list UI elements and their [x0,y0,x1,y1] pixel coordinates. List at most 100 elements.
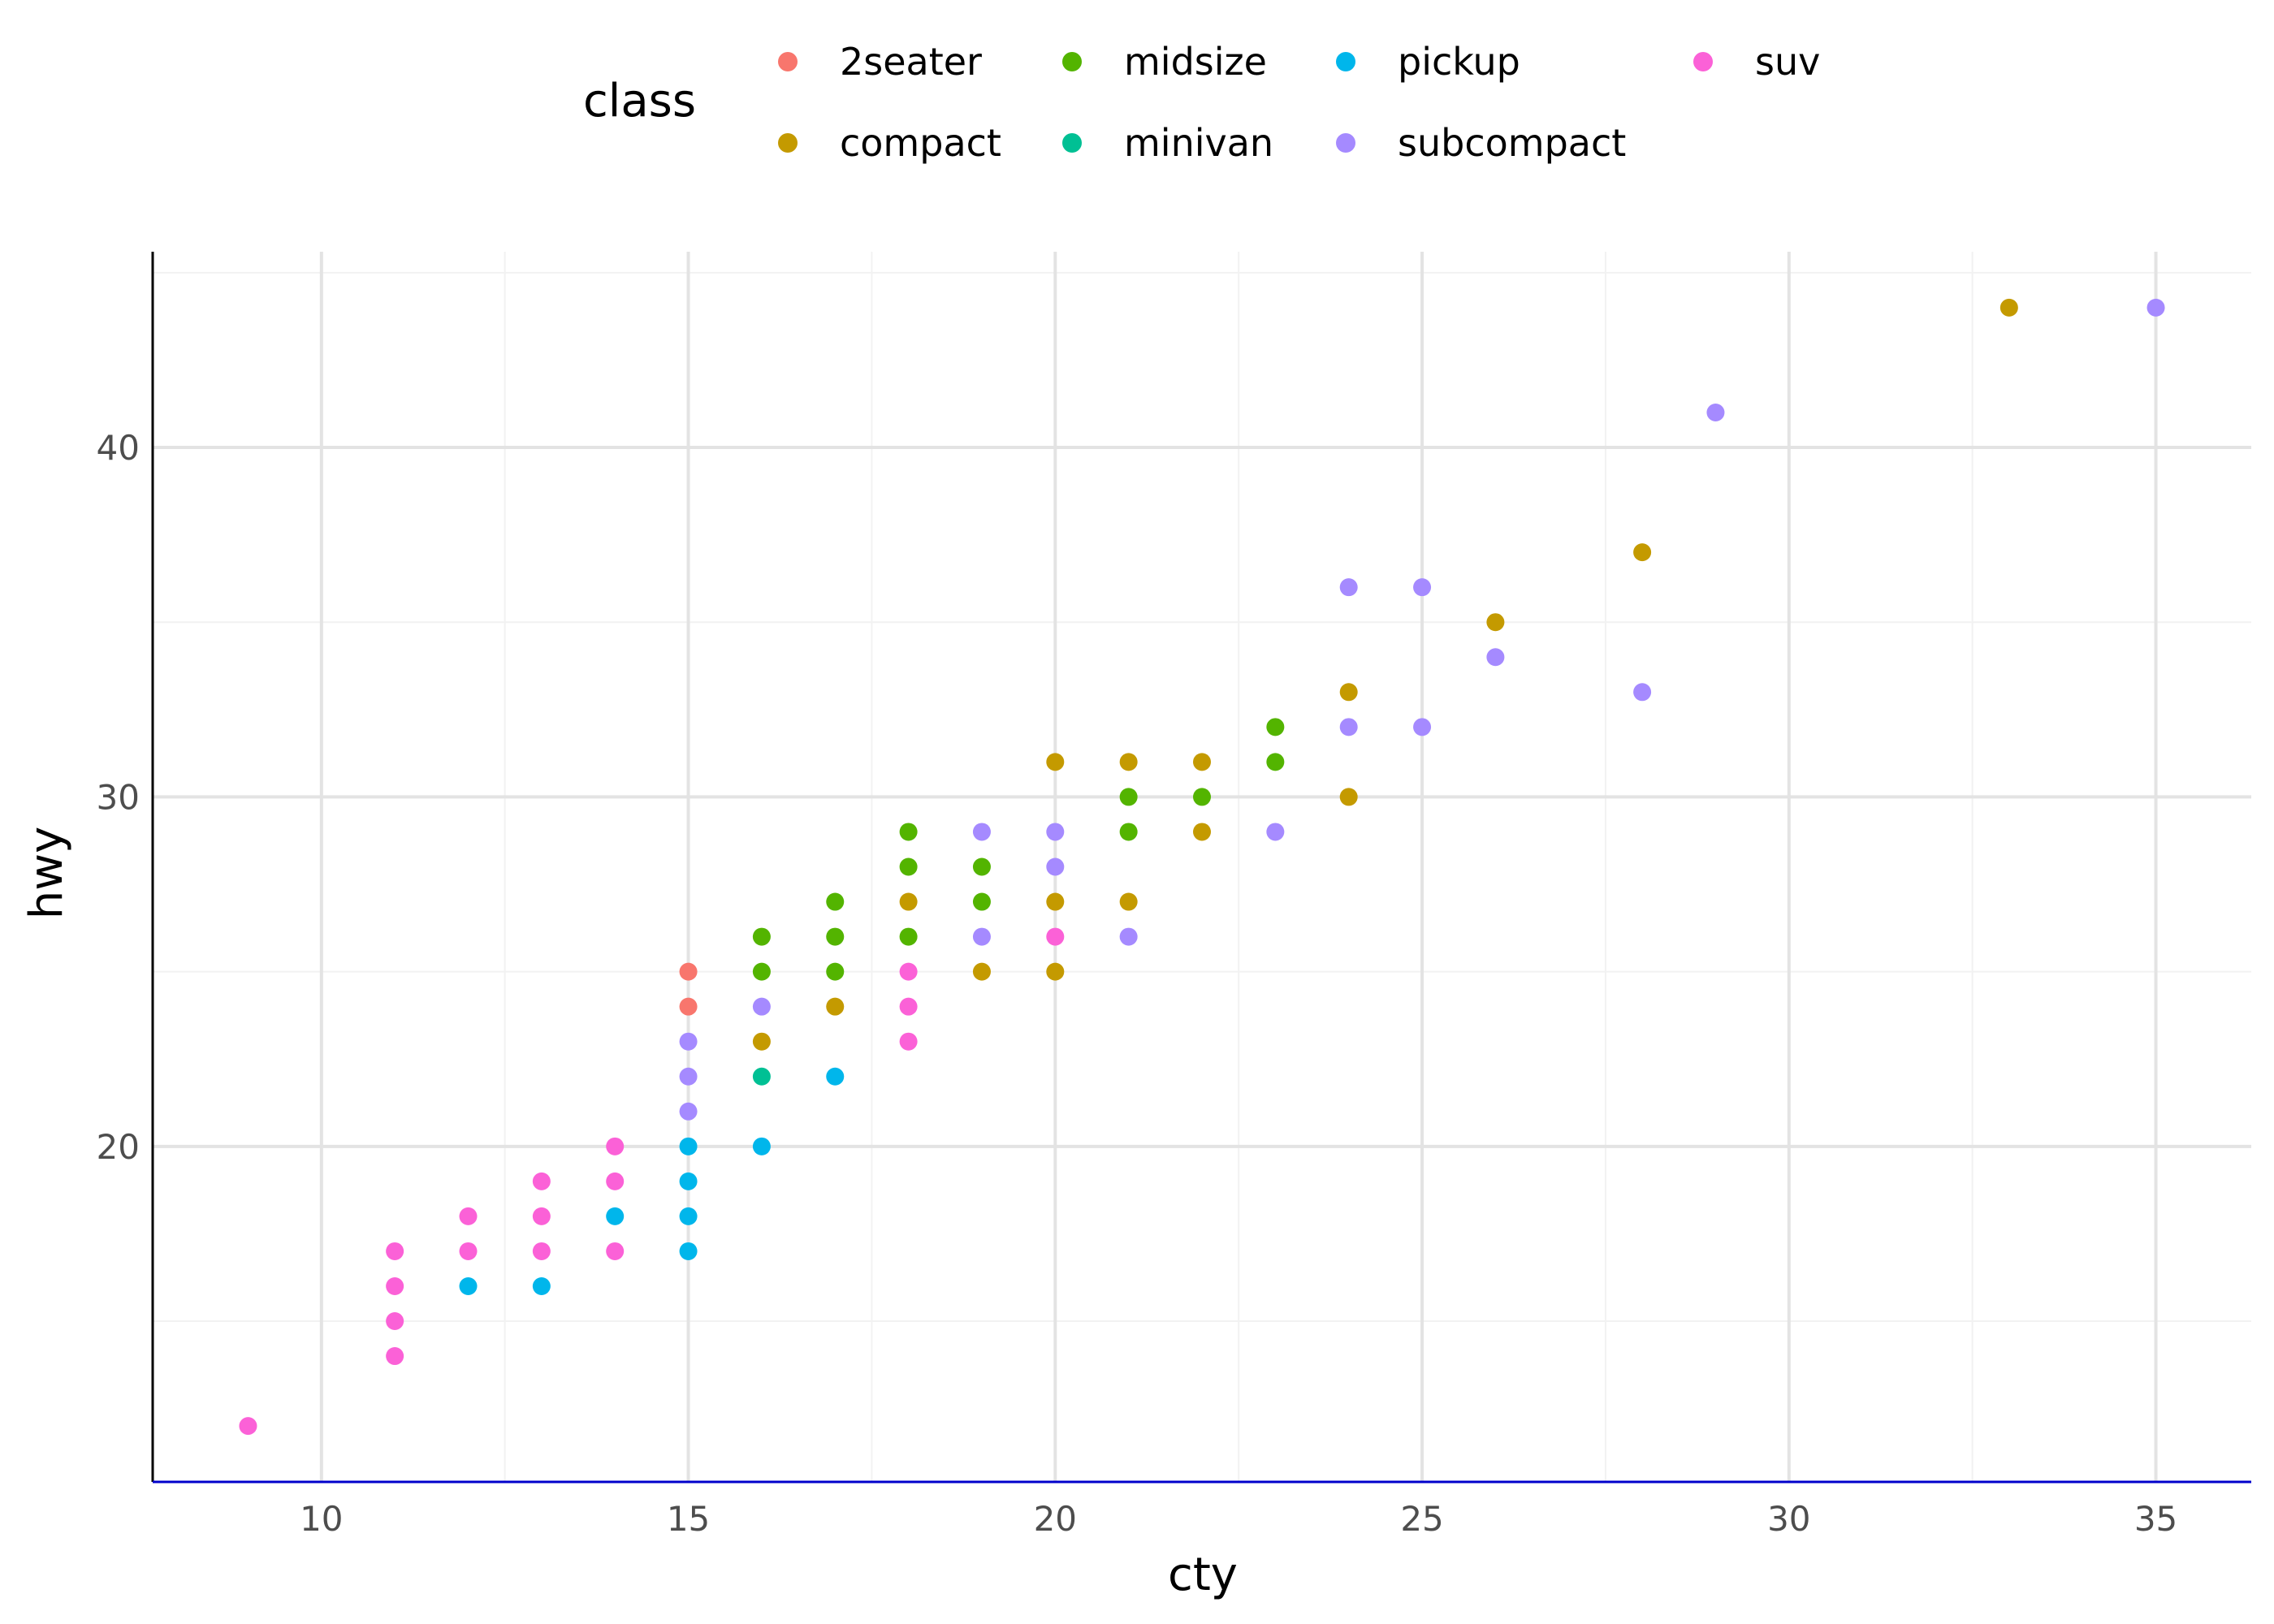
legend-key-2seater [778,52,798,71]
data-point-midsize [899,927,918,946]
data-point-midsize [972,857,991,876]
legend-key-minivan [1062,133,1082,153]
legend-key-suv [1693,52,1713,71]
data-point-midsize [972,892,991,911]
data-point-subcompact [1339,578,1358,597]
legend-item-suv: suv [1693,40,1820,84]
data-point-pickup [606,1207,625,1225]
data-point-compact [972,962,991,981]
data-point-pickup [826,1067,845,1086]
legend-key-subcompact [1336,133,1355,153]
data-point-compact [1119,892,1138,911]
y-axis-title: hwy [20,827,73,919]
data-point-suv [606,1137,625,1155]
data-point-subcompact [1046,857,1065,876]
legend-item-midsize: midsize [1062,40,1267,84]
y-tick-label: 40 [97,428,140,468]
legend-label: midsize [1124,40,1267,84]
data-point-compact [1999,298,2018,317]
data-point-midsize [826,962,845,981]
x-tick-label: 20 [1034,1499,1077,1539]
y-tick-label: 20 [97,1127,140,1167]
data-point-pickup [679,1207,698,1225]
legend-item-pickup: pickup [1336,40,1520,84]
data-point-suv [386,1312,404,1331]
data-point-suv [459,1207,478,1225]
data-point-subcompact [752,997,771,1016]
data-point-midsize [1266,753,1285,771]
y-tick-label: 30 [97,777,140,817]
data-point-compact [1046,892,1065,911]
data-point-subcompact [679,1032,698,1051]
x-tick-label: 30 [1767,1499,1810,1539]
data-point-suv [532,1242,551,1260]
data-point-suv [239,1417,257,1436]
legend-key-compact [778,133,798,153]
data-point-subcompact [1339,718,1358,736]
x-tick-label: 35 [2134,1499,2177,1539]
data-point-subcompact [972,823,991,841]
data-point-pickup [679,1172,698,1190]
data-point-midsize [899,823,918,841]
data-point-suv [1046,927,1065,946]
data-point-subcompact [1266,823,1285,841]
data-point-pickup [679,1242,698,1260]
data-point-suv [532,1207,551,1225]
x-tick-label: 10 [300,1499,343,1539]
legend: class 2seater compact midsize minivan pickup… [583,40,1820,165]
legend-title: class [583,75,696,127]
data-point-compact [1046,962,1065,981]
data-point-compact [1119,753,1138,771]
data-point-suv [899,997,918,1016]
legend-label: suv [1755,40,1820,84]
data-point-pickup [459,1276,478,1295]
data-point-compact [1633,543,1652,562]
data-point-compact [752,1032,771,1051]
legend-label: 2seater [840,40,982,84]
plot-area: 10 15 20 25 30 35 20 30 40 [97,252,2251,1539]
data-point-subcompact [1119,927,1138,946]
data-point-pickup [679,1137,698,1155]
legend-item-minivan: minivan [1062,121,1273,165]
data-point-suv [459,1242,478,1260]
data-point-2seater [679,997,698,1016]
data-point-suv [606,1172,625,1190]
legend-item-subcompact: subcompact [1336,121,1626,165]
data-point-pickup [752,1137,771,1155]
data-point-midsize [752,927,771,946]
data-point-subcompact [1706,403,1725,421]
data-point-midsize [1266,718,1285,736]
data-point-compact [899,892,918,911]
data-point-suv [532,1172,551,1190]
legend-key-pickup [1336,52,1355,71]
data-point-midsize [1193,788,1211,806]
legend-item-2seater: 2seater [778,40,982,84]
legend-item-compact: compact [778,121,1001,165]
data-point-midsize [1119,823,1138,841]
data-point-midsize [1119,788,1138,806]
data-point-compact [826,997,845,1016]
x-tick-label: 15 [667,1499,710,1539]
data-point-suv [386,1276,404,1295]
data-point-subcompact [1413,578,1432,597]
data-point-subcompact [679,1067,698,1086]
data-point-minivan [752,1067,771,1086]
data-point-midsize [826,927,845,946]
x-tick-label: 25 [1400,1499,1443,1539]
data-point-subcompact [972,927,991,946]
data-point-suv [606,1242,625,1260]
data-point-compact [1339,788,1358,806]
data-point-pickup [532,1276,551,1295]
data-point-subcompact [1633,683,1652,702]
legend-label: subcompact [1398,121,1626,165]
data-point-compact [1339,683,1358,702]
data-point-suv [899,1032,918,1051]
data-point-suv [386,1242,404,1260]
legend-label: pickup [1398,40,1520,84]
data-point-suv [899,962,918,981]
data-point-subcompact [679,1102,698,1121]
legend-label: minivan [1124,121,1273,165]
legend-key-midsize [1062,52,1082,71]
data-point-subcompact [1046,823,1065,841]
